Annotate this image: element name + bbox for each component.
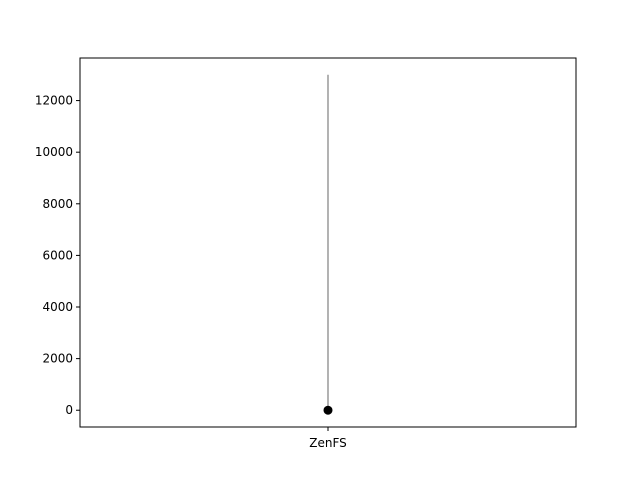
y-tick-label: 12000 [35,94,73,108]
y-axis: 0 2000 4000 6000 8000 10000 12000 [35,94,80,417]
plot-area [323,74,333,415]
y-tick-label: 0 [65,403,73,417]
x-axis: ZenFS [309,427,347,450]
y-tick-label: 4000 [42,300,73,314]
data-point [323,405,333,415]
y-tick-label: 2000 [42,352,73,366]
y-tick-label: 8000 [42,197,73,211]
y-tick-label: 6000 [42,248,73,262]
y-tick-label: 10000 [35,145,73,159]
x-tick-label: ZenFS [309,436,347,450]
